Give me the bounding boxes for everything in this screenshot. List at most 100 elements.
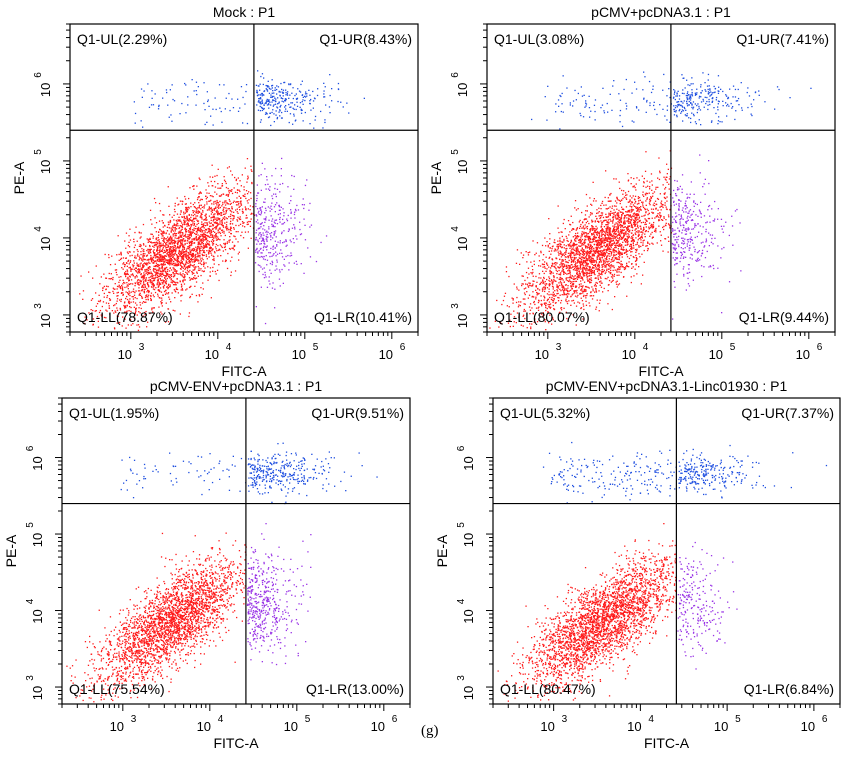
event-dot — [181, 236, 183, 238]
event-dot — [195, 233, 197, 236]
event-dot — [149, 279, 151, 281]
event-dot — [590, 229, 592, 231]
event-dot — [185, 271, 187, 273]
event-dot — [266, 264, 268, 266]
event-dot — [274, 211, 276, 213]
event-dot — [226, 193, 228, 196]
event-dot — [237, 212, 239, 214]
event-dot — [202, 238, 204, 240]
event-dot — [187, 223, 189, 225]
event-dot — [529, 323, 531, 325]
event-dot — [148, 240, 150, 242]
event-dot — [171, 255, 173, 257]
event-dot — [200, 233, 202, 236]
event-dot — [274, 87, 276, 89]
event-dot — [193, 248, 195, 250]
y-tick-exponent: 6 — [33, 72, 44, 78]
event-dot — [152, 282, 154, 284]
event-dot — [646, 180, 648, 182]
event-dot — [193, 261, 196, 263]
event-dot — [130, 283, 132, 285]
event-dot — [180, 235, 182, 237]
event-dot — [187, 222, 189, 224]
event-dot — [192, 255, 194, 257]
event-dot — [173, 264, 175, 267]
event-dot — [270, 94, 272, 96]
event-dot — [189, 295, 192, 298]
event-dot — [279, 110, 281, 112]
event-dot — [538, 289, 541, 291]
event-dot — [660, 200, 663, 202]
event-dot — [586, 247, 589, 249]
event-dot — [616, 261, 618, 264]
event-dot — [139, 279, 141, 281]
event-dot — [325, 235, 328, 237]
event-dot — [269, 252, 272, 254]
event-dot — [195, 294, 198, 297]
event-dot — [166, 286, 168, 288]
event-dot — [249, 209, 251, 211]
event-dot — [552, 281, 554, 284]
event-dot — [136, 265, 138, 267]
event-dot — [147, 290, 150, 292]
event-dot — [574, 264, 577, 267]
event-dot — [156, 253, 158, 255]
event-dot — [261, 237, 263, 239]
event-dot — [189, 231, 192, 233]
event-dot — [539, 283, 542, 285]
event-dot — [279, 183, 281, 185]
event-dot — [267, 236, 269, 238]
event-dot — [159, 268, 161, 270]
event-dot — [160, 279, 163, 282]
event-dot — [282, 89, 285, 91]
event-dot — [228, 166, 230, 168]
event-dot — [92, 323, 94, 325]
event-dot — [224, 249, 227, 251]
event-dot — [155, 244, 157, 247]
event-dot — [139, 304, 142, 306]
event-dot — [556, 277, 558, 279]
event-dot — [555, 264, 557, 266]
event-dot — [256, 200, 258, 202]
event-dot — [162, 264, 164, 266]
event-dot — [122, 268, 124, 270]
event-dot — [204, 235, 206, 238]
event-dot — [154, 271, 156, 273]
event-dot — [584, 224, 586, 226]
event-dot — [635, 206, 637, 208]
event-dot — [264, 243, 266, 245]
event-dot — [153, 270, 155, 272]
event-dot — [273, 113, 275, 115]
event-dot — [217, 224, 219, 226]
event-dot — [630, 219, 632, 222]
event-dot — [160, 263, 163, 265]
event-dot — [220, 194, 223, 196]
event-dot — [294, 120, 296, 122]
event-dot — [102, 287, 104, 289]
event-dot — [309, 94, 311, 96]
event-dot — [185, 250, 187, 252]
event-dot — [199, 191, 201, 193]
event-dot — [99, 300, 101, 303]
event-dot — [221, 183, 223, 185]
event-dot — [151, 242, 153, 244]
event-dot — [538, 292, 540, 295]
event-dot — [199, 240, 201, 242]
event-dot — [193, 227, 195, 229]
event-dot — [250, 197, 252, 200]
event-dot — [301, 80, 303, 82]
event-dot — [213, 203, 215, 205]
event-dot — [273, 206, 276, 208]
event-dot — [182, 246, 184, 248]
event-dot — [198, 238, 200, 241]
event-dot — [309, 256, 312, 258]
event-dot — [168, 298, 171, 300]
event-dot — [196, 232, 198, 234]
event-dot — [595, 308, 597, 310]
event-dot — [187, 258, 190, 260]
event-dot — [184, 217, 186, 220]
event-dot — [570, 240, 573, 242]
event-dot — [269, 210, 271, 212]
event-dot — [595, 260, 597, 263]
event-dot — [169, 260, 171, 262]
